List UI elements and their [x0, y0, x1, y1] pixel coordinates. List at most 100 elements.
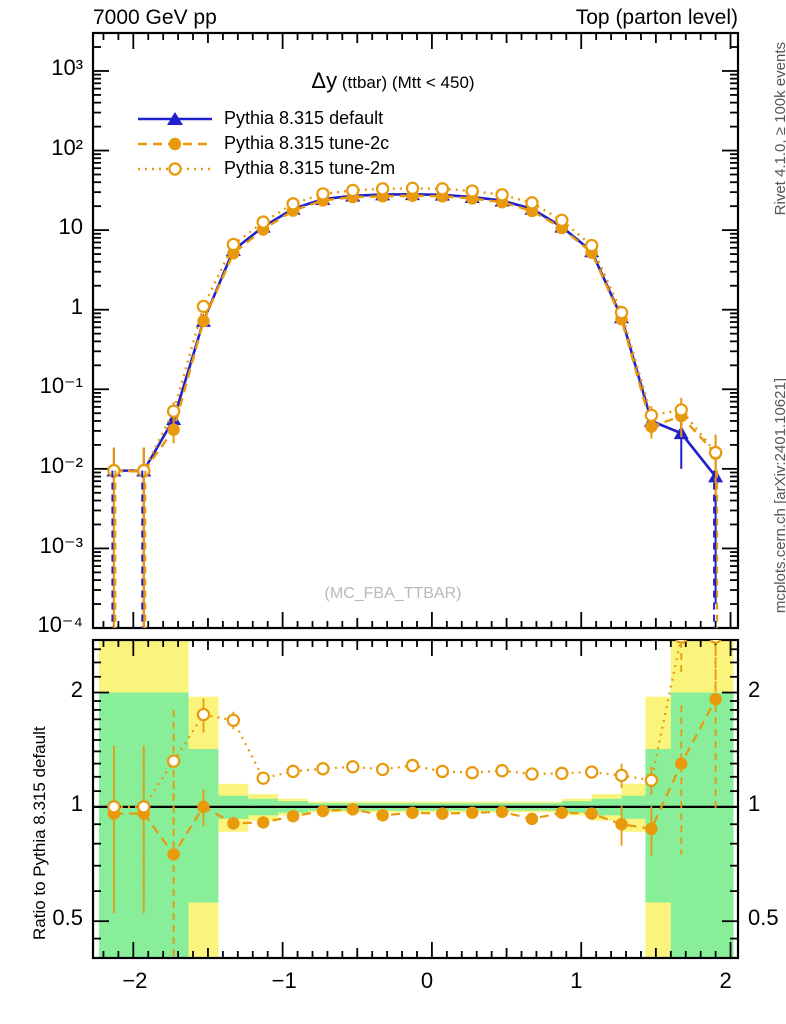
data-point — [167, 423, 180, 436]
data-point — [644, 408, 659, 423]
data-point — [584, 238, 599, 253]
ratio-point — [197, 800, 210, 814]
ratio-point — [495, 805, 509, 819]
x-tick-label: −1 — [271, 968, 297, 993]
main-y-tick-label: 10⁻¹ — [39, 373, 83, 399]
legend-item-2: Pythia 8.315 tune-2c — [136, 131, 395, 156]
ratio-point — [226, 713, 241, 728]
ratio-panel-frame — [91, 638, 740, 960]
data-point — [197, 314, 210, 328]
series-line — [113, 194, 717, 473]
data-point — [614, 305, 629, 320]
ratio-y-tick-label-left: 2 — [70, 676, 83, 702]
plot-title-rest: (ttbar) (Mtt < 450) — [341, 73, 475, 92]
ratio-point — [525, 812, 539, 826]
ratio-point — [555, 806, 569, 819]
ratio-point — [316, 804, 330, 818]
legend-label: Pythia 8.315 default — [224, 108, 384, 128]
data-point — [196, 299, 211, 314]
data-point — [256, 215, 270, 229]
data-point — [525, 196, 539, 210]
x-tick-label: 0 — [420, 968, 434, 993]
ratio-point-center — [715, 636, 717, 638]
ratio-point — [436, 807, 449, 820]
header-beam-label: 7000 GeV pp — [93, 6, 217, 29]
ratio-point — [675, 640, 688, 644]
ratio-point — [709, 640, 722, 644]
legend-marker-triangle — [167, 111, 183, 125]
legend: Pythia 8.315 default Pythia 8.315 tune-2c… — [136, 106, 395, 181]
plot-title: Δy (ttbar) (Mtt < 450) — [0, 68, 786, 94]
ratio-y-tick-label-right: 0.5 — [748, 905, 779, 931]
data-point — [137, 463, 151, 478]
ratio-y-tick-label-right: 1 — [748, 790, 761, 816]
ratio-series-3 — [107, 636, 722, 906]
ratio-point — [645, 822, 658, 836]
data-point — [375, 182, 390, 196]
ratio-point — [644, 773, 659, 787]
ratio-point — [405, 758, 420, 773]
main-panel-frame — [91, 31, 740, 630]
band-inner-segment — [670, 692, 734, 958]
main-y-tick-label: 10 — [58, 214, 83, 240]
legend-key — [136, 158, 214, 180]
data-point — [316, 187, 330, 201]
ratio-point — [166, 754, 181, 768]
ratio-point — [167, 848, 180, 861]
ratio-point — [585, 807, 598, 820]
ratio-point — [257, 816, 270, 829]
legend-key — [136, 133, 214, 155]
main-y-tick-label: 10⁻³ — [39, 532, 83, 558]
plot-title-symbol: Δy — [311, 68, 338, 93]
series-line — [113, 192, 717, 478]
ratio-point — [375, 762, 390, 777]
ratio-uncertainty-bands — [98, 640, 734, 958]
x-tick-label: −2 — [122, 968, 148, 993]
ratio-point — [465, 766, 479, 780]
main-y-tick-label: 10⁻² — [39, 453, 83, 478]
data-point — [166, 404, 181, 418]
ratio-point — [346, 803, 359, 816]
ratio-point — [495, 764, 509, 778]
data-point — [674, 403, 688, 417]
ratio-point — [466, 806, 479, 819]
ratio-point — [316, 762, 330, 776]
data-point — [435, 182, 450, 196]
ratio-point — [435, 764, 450, 779]
legend-marker-disc — [168, 137, 182, 150]
ratio-point — [256, 771, 270, 785]
ratio-point — [286, 764, 300, 779]
ratio-point — [584, 765, 599, 779]
legend-marker-circle — [168, 161, 182, 176]
x-tick-label: 1 — [570, 968, 583, 993]
header-process-label: Top (parton level) — [575, 6, 738, 29]
ratio-point — [227, 817, 240, 830]
edge-bin-connectors — [111, 470, 719, 628]
data-point — [555, 213, 569, 227]
data-point — [107, 463, 121, 478]
data-point — [495, 188, 509, 202]
main-y-tick-label: 10³ — [51, 55, 83, 81]
ratio-point — [555, 766, 569, 781]
main-series-3 — [107, 181, 723, 628]
data-point — [708, 445, 723, 460]
legend-key — [136, 108, 214, 130]
x-tick-label: 2 — [719, 968, 732, 993]
data-point — [286, 197, 300, 211]
ratio-point — [406, 806, 419, 819]
data-point — [405, 181, 420, 196]
legend-label: Pythia 8.315 tune-2c — [224, 133, 390, 153]
ratio-point — [525, 767, 539, 781]
ratio-point — [615, 818, 628, 831]
ratio-point — [107, 800, 121, 814]
ratio-y-tick-label-right: 2 — [748, 676, 761, 702]
analysis-watermark: (MC_FBA_TTBAR) — [324, 585, 462, 602]
ratio-point-center — [680, 636, 682, 638]
ratio-point — [614, 768, 629, 783]
legend-item-1: Pythia 8.315 default — [136, 106, 395, 131]
ratio-point — [346, 760, 360, 774]
data-point — [226, 237, 241, 252]
main-y-tick-label: 1 — [70, 293, 83, 319]
